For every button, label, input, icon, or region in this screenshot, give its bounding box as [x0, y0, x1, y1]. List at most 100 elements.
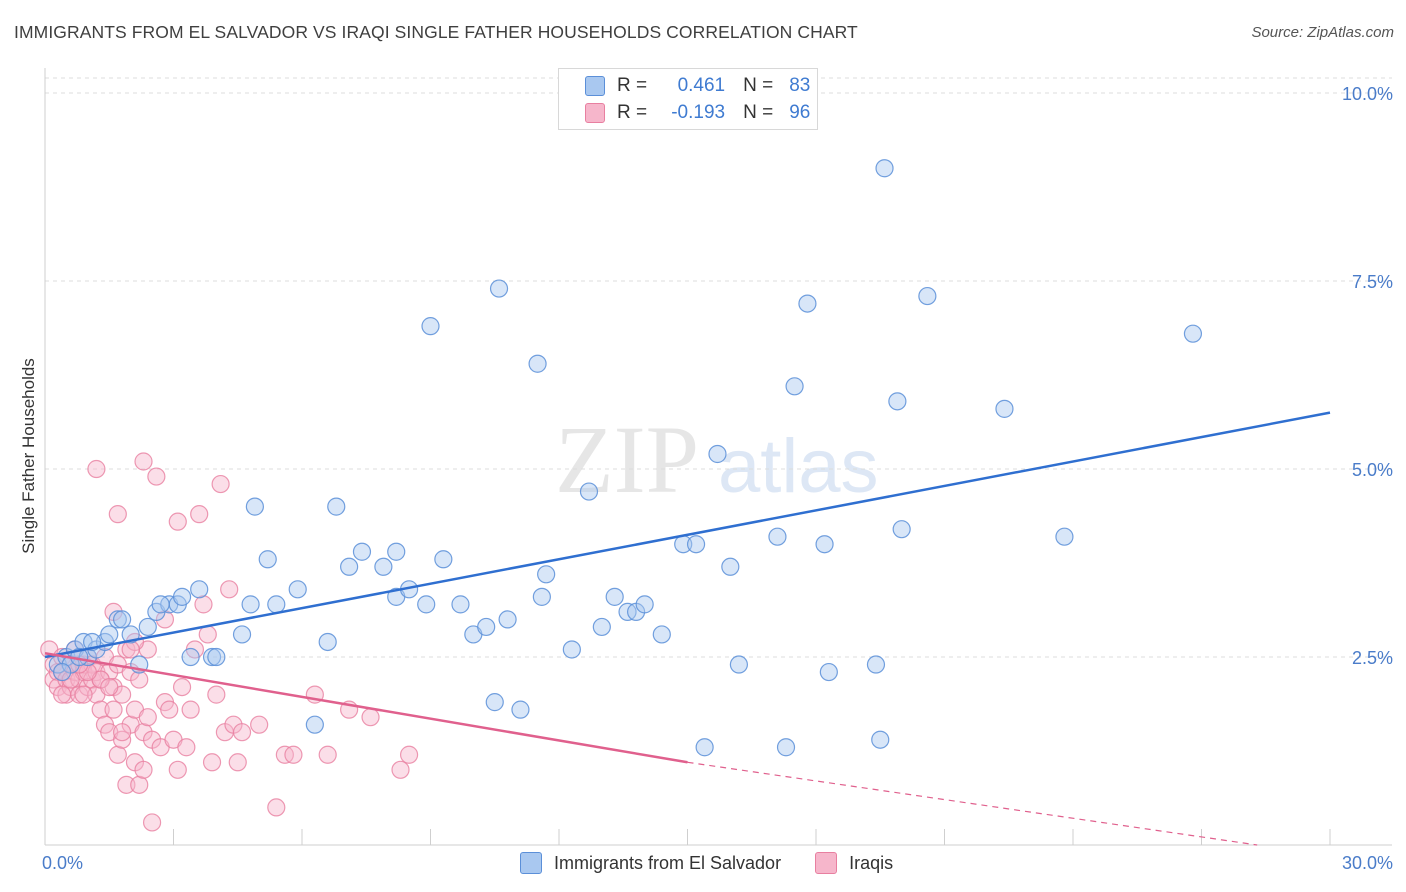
legend-r-value: -0.193 — [671, 102, 726, 123]
iraqis-point — [177, 738, 196, 757]
el-salvador-point — [340, 557, 359, 576]
iraqis-point — [194, 595, 213, 614]
el-salvador-point — [434, 550, 453, 569]
iraqis-point — [134, 760, 153, 779]
iraqis-point — [172, 677, 192, 697]
el-salvador-point — [305, 715, 324, 734]
legend-row-el-salvador: R = 0.461 N = 83 — [585, 75, 810, 97]
iraqis-point — [112, 723, 132, 742]
el-salvador-point — [108, 610, 127, 629]
iraqis-point — [117, 775, 136, 794]
legend-item-el-salvador[interactable]: Immigrants from El Salvador — [520, 852, 781, 874]
el-salvador-point — [245, 497, 264, 516]
y-axis-label: Single Father Households — [19, 358, 38, 554]
iraqis-point — [53, 685, 72, 704]
el-salvador-point — [151, 595, 170, 614]
el-salvador-point — [138, 617, 157, 637]
el-salvador-point — [686, 535, 706, 554]
legend-label-iraqis: Iraqis — [849, 852, 894, 873]
iraqis-point — [134, 452, 153, 471]
iraqis-point — [207, 685, 226, 704]
legend-r-label: R = — [617, 75, 648, 96]
iraqis-point — [284, 745, 303, 764]
iraqis-point — [74, 685, 93, 704]
iraqis-point — [211, 474, 230, 494]
series-legend: Immigrants from El Salvador Iraqis — [520, 852, 927, 874]
el-salvador-point — [421, 317, 440, 336]
trend-lines — [44, 411, 1331, 846]
el-salvador-point — [387, 542, 406, 561]
el-salvador-point — [918, 286, 937, 306]
stats-legend: R = 0.461 N = 83 R = -0.193 N = 96 — [558, 68, 818, 130]
el-salvador-point — [798, 294, 817, 313]
el-salvador-point — [695, 738, 714, 757]
x-tick-label: 30.0% — [1342, 853, 1393, 873]
iraqis-point — [181, 700, 200, 719]
el-salvador-point — [871, 730, 890, 749]
iraqis-point — [91, 700, 110, 719]
iraqis-point — [391, 760, 410, 779]
el-salvador-point — [207, 647, 226, 667]
iraqis-point — [232, 723, 252, 742]
iraqis-point — [130, 670, 149, 689]
iraqis-point — [138, 708, 157, 727]
el-salvador-point — [532, 587, 551, 606]
iraqis-point — [147, 467, 166, 486]
el-salvador-point — [288, 580, 307, 599]
watermark-atlas: atlas — [718, 424, 879, 509]
y-tick-label: 7.5% — [1352, 272, 1393, 292]
axes — [44, 68, 1392, 846]
el-salvador-point — [819, 662, 838, 682]
iraqis-trend-extension — [687, 761, 1258, 846]
iraqis-point — [100, 677, 119, 697]
el-salvador-point — [327, 497, 346, 516]
legend-n-label: N = — [743, 75, 774, 96]
iraqis-point — [168, 512, 187, 531]
watermark: ZIP atlas — [555, 406, 879, 513]
iraqis-point — [190, 505, 209, 524]
legend-n-value: 96 — [789, 102, 811, 123]
el-salvador-point — [652, 625, 671, 644]
iraqis-point — [228, 753, 247, 772]
source-label: Source: ZipAtlas.com — [1251, 24, 1394, 41]
iraqis-point — [112, 730, 132, 749]
x-tick-label: 0.0% — [42, 853, 83, 873]
legend-n-label: N = — [743, 102, 774, 123]
legend-n-value: 83 — [789, 75, 811, 96]
el-salvador-point — [352, 542, 372, 561]
iraqis-point — [130, 775, 149, 794]
el-salvador-point — [721, 557, 740, 576]
y-tick-label: 2.5% — [1352, 648, 1393, 668]
iraqis-trend-line — [44, 652, 688, 764]
el-salvador-point — [776, 738, 796, 757]
el-salvador-point — [100, 625, 119, 644]
legend-row-iraqis: R = -0.193 N = 96 — [585, 102, 810, 124]
iraqis-point — [87, 459, 106, 479]
legend-r-label: R = — [617, 102, 648, 123]
legend-item-iraqis[interactable]: Iraqis — [815, 852, 893, 874]
el-salvador-point — [498, 610, 517, 629]
el-salvador-point — [708, 444, 727, 464]
legend-swatch-blue — [520, 852, 542, 874]
el-salvador-point — [768, 527, 787, 546]
y-tick-label: 10.0% — [1342, 84, 1393, 104]
el-salvador-point — [267, 595, 286, 614]
el-salvador-point — [190, 580, 209, 599]
iraqis-point — [160, 700, 179, 719]
el-salvador-point — [232, 625, 252, 644]
iraqis-point — [399, 745, 419, 764]
el-salvador-point — [815, 535, 834, 554]
el-salvador-point — [318, 632, 337, 652]
el-salvador-point — [528, 354, 547, 373]
el-salvador-point — [785, 377, 804, 396]
iraqis-point — [361, 708, 380, 727]
el-salvador-point — [995, 399, 1014, 418]
el-salvador-point — [875, 159, 894, 178]
el-salvador-trend-line — [44, 411, 1331, 659]
el-salvador-point — [374, 557, 393, 576]
el-salvador-point — [562, 640, 581, 659]
iraqis-point — [202, 753, 222, 772]
y-tick-label: 5.0% — [1352, 460, 1393, 480]
iraqis-point — [220, 580, 239, 599]
